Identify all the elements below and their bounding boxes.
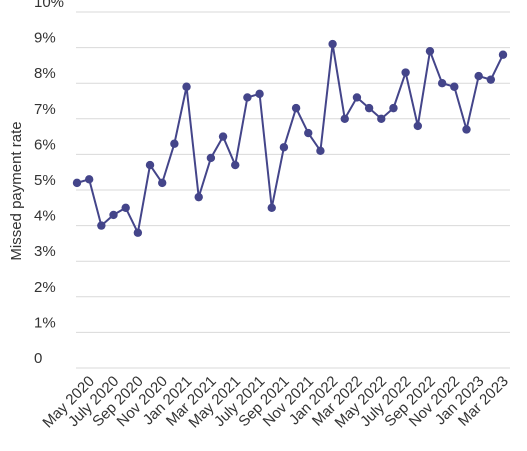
y-tick-label: 0 — [34, 350, 42, 367]
data-point — [109, 210, 118, 220]
data-point — [316, 146, 325, 156]
data-point — [304, 128, 313, 138]
data-point — [450, 82, 459, 91]
series-missed-payment-rate — [72, 39, 508, 237]
data-point — [97, 221, 106, 230]
data-point — [498, 50, 508, 59]
data-point — [194, 192, 203, 202]
data-point — [328, 39, 337, 49]
y-tick-label: 5% — [34, 172, 56, 189]
data-point — [425, 46, 435, 56]
data-point — [279, 143, 289, 152]
data-point — [255, 89, 264, 99]
data-point — [243, 93, 252, 102]
data-point — [206, 153, 216, 163]
y-tick-label: 4% — [34, 208, 56, 225]
data-point — [437, 79, 447, 88]
data-point — [158, 178, 167, 188]
y-tick-label: 8% — [34, 65, 56, 82]
y-tick-label: 9% — [34, 30, 56, 47]
data-point — [377, 114, 386, 124]
data-point — [231, 160, 240, 170]
data-point — [267, 203, 276, 212]
y-tick-label: 10% — [34, 0, 64, 11]
data-point — [413, 121, 422, 131]
data-point — [84, 175, 94, 184]
series-line — [76, 43, 504, 234]
y-tick-label: 2% — [34, 279, 56, 296]
data-point — [486, 75, 496, 84]
data-point — [352, 93, 362, 102]
data-point — [121, 203, 130, 212]
data-point — [218, 132, 228, 141]
grid-lines — [76, 11, 510, 369]
y-tick-label: 7% — [34, 101, 56, 118]
data-point — [170, 139, 179, 148]
data-point — [133, 228, 143, 237]
data-point — [401, 68, 410, 77]
y-tick-label: 6% — [34, 136, 56, 153]
y-axis-tick-labels: 0 1% 2% 3% 4% 5% 6% 7% 8% 9% 10% — [34, 0, 64, 367]
data-point — [364, 103, 374, 113]
y-tick-label: 1% — [34, 314, 56, 331]
data-point — [72, 178, 82, 188]
data-point — [182, 82, 191, 91]
y-axis-title: Missed payment rate — [8, 121, 25, 260]
data-point — [291, 103, 301, 113]
data-point — [145, 160, 155, 170]
data-point — [474, 71, 483, 81]
y-tick-label: 3% — [34, 243, 56, 260]
data-point — [462, 125, 471, 134]
data-point — [389, 103, 398, 113]
data-point — [340, 114, 349, 124]
